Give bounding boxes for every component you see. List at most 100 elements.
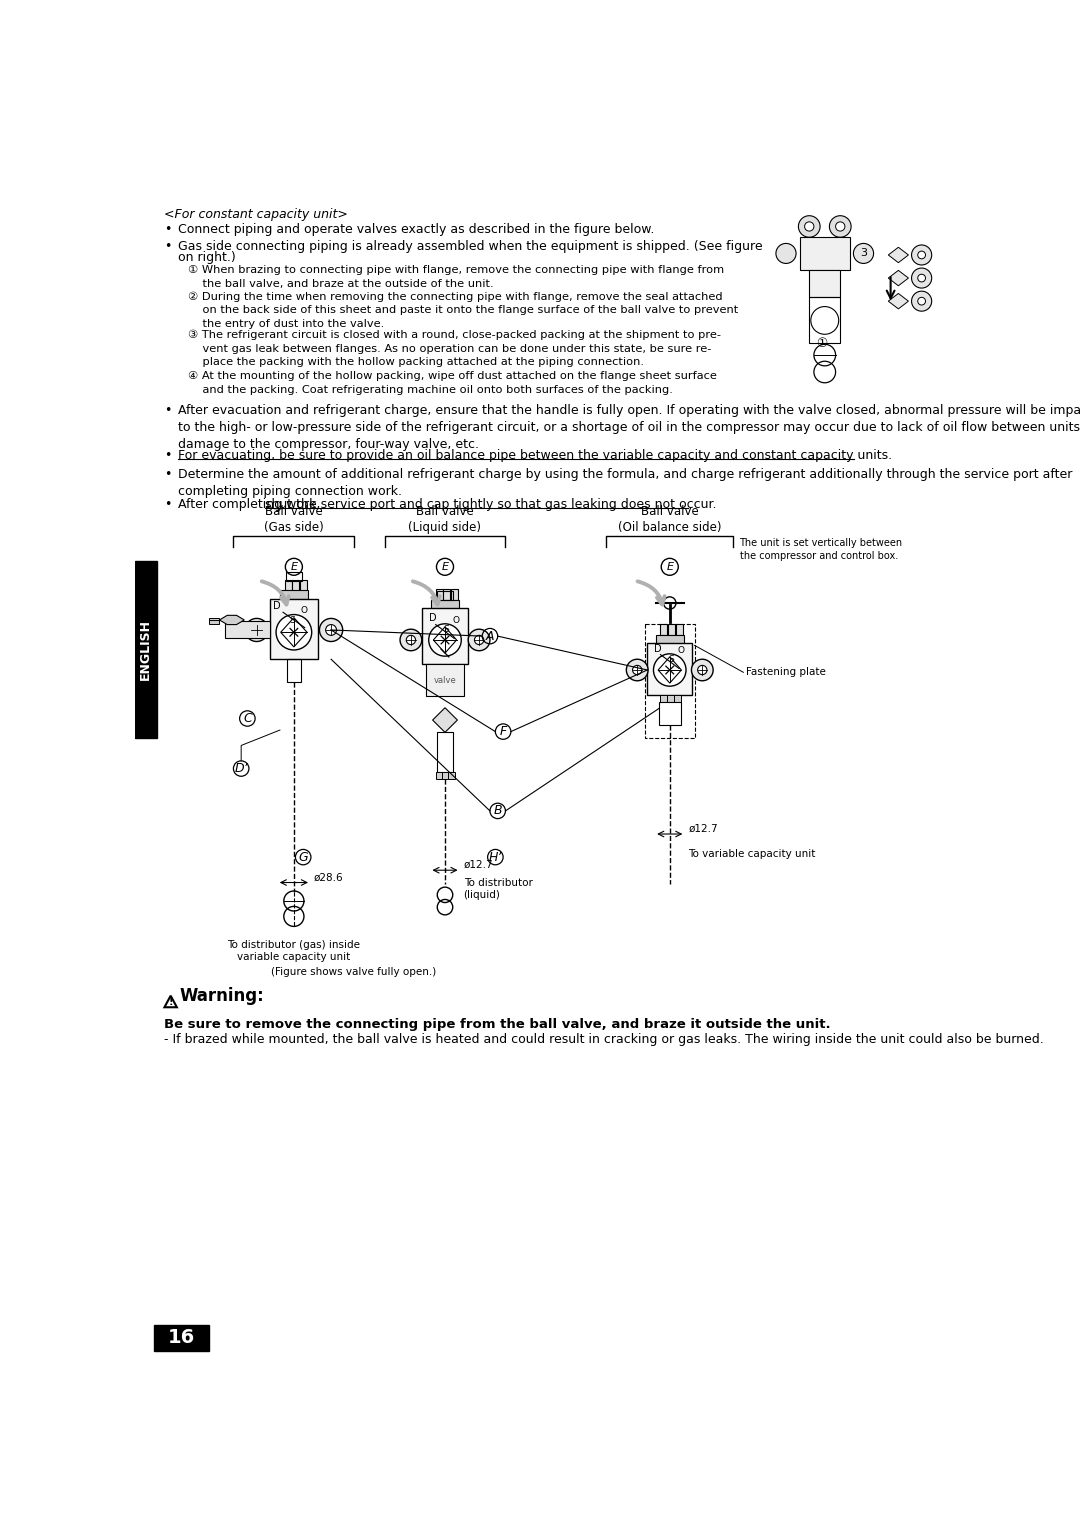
Polygon shape — [219, 616, 244, 625]
Circle shape — [698, 665, 707, 675]
Bar — [293, 581, 299, 591]
Bar — [135, 561, 157, 738]
Text: Connect piping and operate valves exactly as described in the figure below.: Connect piping and operate valves exactl… — [177, 223, 654, 237]
Circle shape — [918, 251, 926, 258]
Circle shape — [775, 243, 796, 263]
Bar — [426, 663, 464, 697]
Circle shape — [474, 636, 484, 645]
Circle shape — [633, 665, 642, 675]
Bar — [669, 623, 675, 634]
Circle shape — [245, 619, 268, 642]
Text: For evacuating, be sure to provide an oil balance pipe between the variable capa: For evacuating, be sure to provide an oi… — [177, 449, 892, 461]
Circle shape — [912, 292, 932, 312]
Bar — [667, 695, 674, 703]
Text: B: B — [494, 804, 502, 817]
Circle shape — [252, 625, 262, 636]
Bar — [448, 773, 455, 779]
Circle shape — [691, 659, 713, 681]
Circle shape — [429, 623, 461, 656]
Text: •: • — [164, 240, 172, 254]
Text: F: F — [499, 726, 507, 738]
Text: To variable capacity unit: To variable capacity unit — [688, 850, 815, 859]
Bar — [437, 591, 453, 601]
Text: Determine the amount of additional refrigerant charge by using the formula, and : Determine the amount of additional refri… — [177, 468, 1072, 498]
Circle shape — [653, 654, 686, 686]
Text: <For constant capacity unit>: <For constant capacity unit> — [164, 208, 349, 222]
Text: Warning:: Warning: — [180, 987, 265, 1005]
Text: After evacuation and refrigerant charge, ensure that the handle is fully open. I: After evacuation and refrigerant charge,… — [177, 403, 1080, 451]
Text: E: E — [291, 562, 297, 571]
Bar — [284, 581, 292, 591]
Text: After completing work,: After completing work, — [177, 498, 324, 510]
Text: Be sure to remove the connecting pipe from the ball valve, and braze it outside : Be sure to remove the connecting pipe fr… — [164, 1018, 832, 1031]
Text: 3: 3 — [860, 249, 867, 258]
Bar — [431, 601, 459, 610]
Text: Ball valve
(Oil balance side): Ball valve (Oil balance side) — [618, 506, 721, 535]
Bar — [437, 732, 453, 773]
Polygon shape — [433, 707, 458, 732]
Text: Gas side connecting piping is already assembled when the equipment is shipped. (: Gas side connecting piping is already as… — [177, 240, 762, 254]
Text: C: C — [243, 712, 252, 724]
Text: •: • — [164, 223, 172, 237]
Circle shape — [326, 625, 337, 636]
Bar — [444, 590, 450, 601]
Text: valve: valve — [434, 677, 457, 685]
Polygon shape — [889, 270, 908, 286]
Text: O: O — [677, 646, 685, 656]
Text: !: ! — [168, 996, 173, 1007]
Bar — [280, 590, 308, 599]
Circle shape — [400, 630, 422, 651]
Circle shape — [912, 267, 932, 289]
Bar — [809, 269, 840, 296]
Text: •: • — [164, 449, 172, 461]
Bar — [659, 703, 680, 726]
Text: D: D — [654, 643, 662, 654]
Bar — [154, 1325, 208, 1351]
Circle shape — [836, 222, 845, 231]
Text: D: D — [430, 613, 437, 623]
Bar — [270, 599, 318, 659]
Bar — [647, 643, 692, 695]
Text: Fastening plate: Fastening plate — [745, 668, 825, 677]
Bar — [656, 634, 684, 643]
Circle shape — [918, 274, 926, 283]
Polygon shape — [889, 248, 908, 263]
Text: To distributor (gas) inside
variable capacity unit: To distributor (gas) inside variable cap… — [228, 940, 361, 963]
Text: H’: H’ — [488, 851, 502, 863]
Bar — [442, 773, 449, 779]
Circle shape — [829, 215, 851, 237]
Bar — [674, 695, 681, 703]
Text: (Figure shows valve fully open.): (Figure shows valve fully open.) — [271, 967, 436, 978]
Text: ENGLISH: ENGLISH — [139, 619, 152, 680]
Text: ① When brazing to connecting pipe with flange, remove the connecting pipe with f: ① When brazing to connecting pipe with f… — [188, 264, 724, 289]
FancyArrowPatch shape — [261, 581, 288, 605]
Bar — [435, 773, 443, 779]
Text: •: • — [164, 403, 172, 417]
Bar — [435, 590, 443, 601]
Bar — [286, 571, 301, 582]
Text: - If brazed while mounted, the ball valve is heated and could result in cracking: - If brazed while mounted, the ball valv… — [164, 1033, 1044, 1047]
Text: ø12.7: ø12.7 — [688, 824, 718, 834]
Bar — [451, 590, 458, 601]
Bar — [287, 659, 301, 683]
FancyArrowPatch shape — [637, 581, 664, 605]
Circle shape — [626, 659, 648, 681]
Text: The unit is set vertically between
the compressor and control box.: The unit is set vertically between the c… — [740, 538, 903, 561]
Text: O: O — [453, 616, 460, 625]
Text: ①: ① — [816, 338, 827, 350]
Text: ④ At the mounting of the hollow packing, wipe off dust attached on the flange sh: ④ At the mounting of the hollow packing,… — [188, 371, 716, 394]
Circle shape — [276, 614, 312, 649]
Text: To distributor
(liquid): To distributor (liquid) — [463, 879, 532, 900]
Text: Ball valve
(Gas side): Ball valve (Gas side) — [264, 506, 324, 535]
Text: S: S — [669, 656, 674, 665]
Bar — [676, 623, 683, 634]
Text: O: O — [300, 607, 308, 614]
Circle shape — [853, 243, 874, 263]
Text: E: E — [666, 562, 673, 571]
Text: ø12.7: ø12.7 — [463, 860, 494, 869]
Text: •: • — [164, 498, 172, 510]
Circle shape — [469, 630, 490, 651]
Bar — [809, 296, 840, 342]
Text: 16: 16 — [167, 1328, 195, 1348]
Text: ② During the time when removing the connecting pipe with flange, remove the seal: ② During the time when removing the conn… — [188, 292, 738, 329]
